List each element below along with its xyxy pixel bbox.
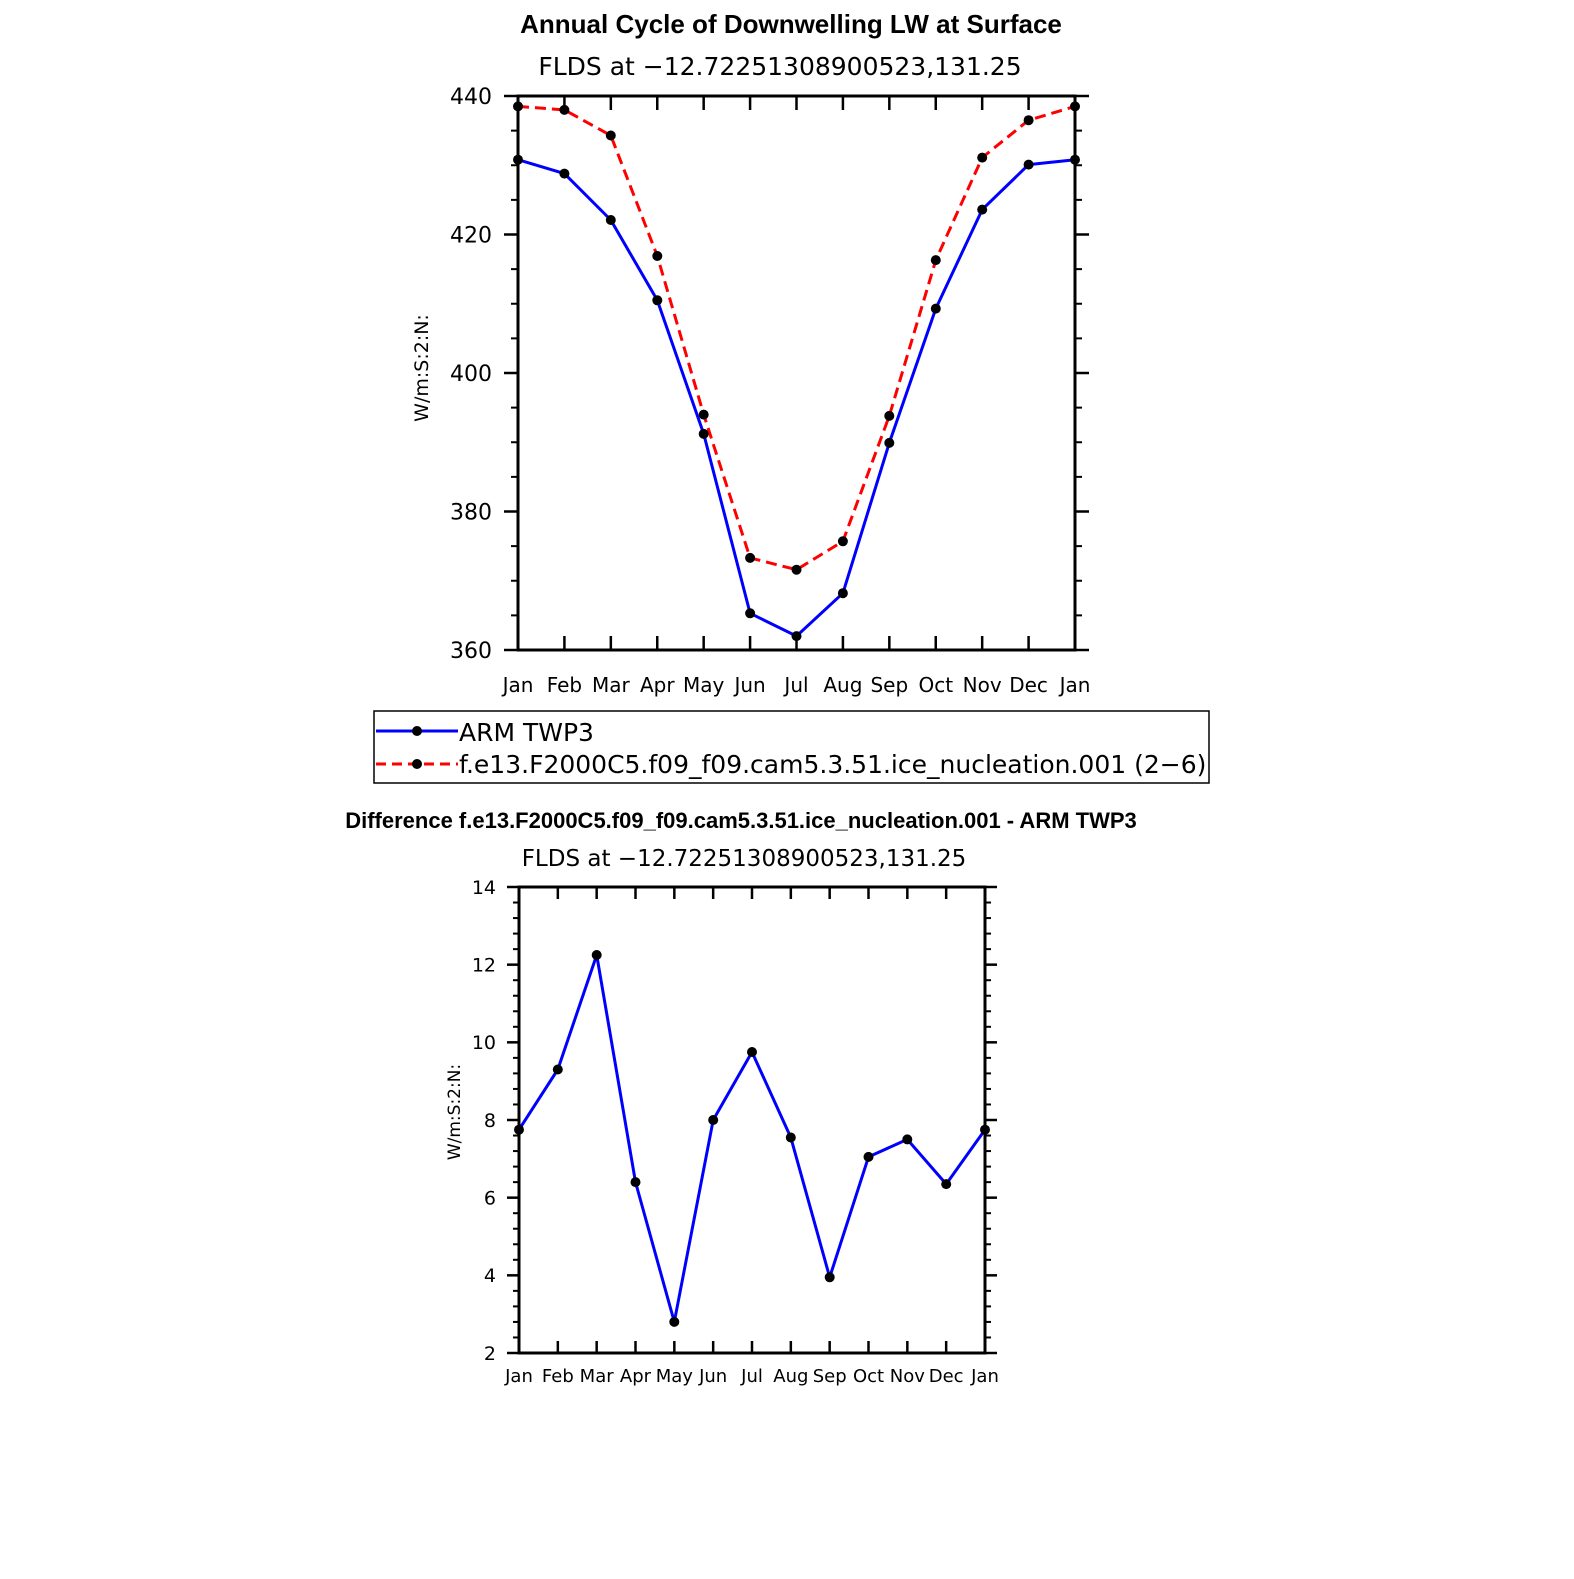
bottom-ytick-label-1: 4 — [484, 1265, 496, 1287]
bottom-xtick-label-8: Sep — [813, 1366, 847, 1387]
bottom-xtick-label-11: Dec — [929, 1366, 964, 1387]
top-series-1-point-10 — [977, 152, 988, 163]
top-ytick-label-0: 360 — [450, 639, 492, 664]
bottom-series-0-point-9 — [863, 1151, 874, 1162]
top-chart-title: Annual Cycle of Downwelling LW at Surfac… — [520, 9, 1062, 39]
bottom-series-0-point-1 — [552, 1064, 563, 1075]
bottom-ytick-label-4: 10 — [472, 1032, 496, 1054]
bottom-chart-plot: 2 4 6 8 10 12 14 Jan Feb Mar Apr May Jun Jul Aug Sep Oct… — [472, 877, 999, 1387]
top-series-1-point-8 — [884, 410, 895, 421]
bottom-xtick-label-6: Jul — [740, 1366, 763, 1387]
top-series-1-point-6 — [791, 564, 802, 575]
bottom-xtick-label-3: Apr — [620, 1366, 652, 1387]
bottom-series-0-point-6 — [747, 1047, 757, 1057]
bottom-ytick-label-6: 14 — [472, 877, 496, 899]
top-xtick-label-2: Mar — [592, 673, 631, 697]
legend-box — [373, 710, 1210, 784]
top-xtick-label-9: Oct — [918, 673, 953, 697]
bottom-series-0-point-10 — [902, 1134, 913, 1145]
top-ytick-label-1: 380 — [450, 500, 492, 525]
top-series-1-point-2 — [605, 130, 616, 141]
top-chart-subtitle: FLDS at −12.72251308900523,131.25 — [538, 52, 1021, 81]
top-series-1-point-11 — [1023, 115, 1034, 126]
bottom-chart-title: Difference f.e13.F2000C5.f09_f09.cam5.3.… — [345, 808, 1137, 833]
top-xtick-label-10: Nov — [963, 673, 1002, 697]
top-series-0-point-10 — [977, 204, 988, 215]
bottom-series-0-point-5 — [708, 1115, 719, 1125]
top-xtick-label-11: Dec — [1009, 673, 1048, 697]
top-xtick-label-1: Feb — [547, 673, 582, 697]
top-xtick-label-6: Jul — [782, 673, 808, 697]
top-ytick-label-3: 420 — [450, 223, 492, 248]
top-xtick-label-8: Sep — [870, 673, 908, 697]
bottom-series-0-point-3 — [630, 1177, 641, 1188]
top-xtick-label-4: May — [683, 673, 725, 697]
legend-label-model: f.e13.F2000C5.f09_f09.cam5.3.51.ice_nucl… — [459, 750, 1206, 779]
top-xtick-label-0: Jan — [501, 673, 534, 697]
top-xtick-label-5: Jun — [732, 673, 765, 697]
bottom-xtick-label-7: Aug — [773, 1366, 808, 1387]
top-series-0-point-7 — [837, 588, 848, 599]
bottom-xtick-label-10: Nov — [890, 1366, 925, 1387]
top-chart-ylabel: W/m:S:2:N: — [411, 314, 433, 422]
top-series-1-point-9 — [930, 255, 941, 266]
top-series-0-point-5 — [745, 608, 756, 619]
top-series-0-point-3 — [652, 295, 663, 306]
top-chart-plot: 360 380 400 420 440 Jan Feb Mar Apr May Jun Jul Aug S… — [450, 85, 1090, 697]
top-series-1-point-3 — [652, 251, 663, 261]
bottom-xtick-label-12: Jan — [970, 1366, 999, 1387]
legend-marker-model — [412, 759, 422, 769]
bottom-series-0-point-8 — [824, 1272, 835, 1283]
bottom-ytick-label-3: 8 — [484, 1110, 496, 1132]
bottom-xtick-label-5: Jun — [698, 1366, 727, 1387]
top-series-0-point-1 — [559, 168, 570, 179]
top-ytick-label-2: 400 — [450, 362, 492, 387]
legend-marker-arm — [412, 726, 422, 736]
bottom-xtick-label-9: Oct — [853, 1366, 884, 1387]
top-series-0-point-9 — [930, 303, 941, 314]
top-ytick-label-4: 440 — [450, 85, 492, 110]
bottom-xtick-label-2: Mar — [580, 1366, 615, 1387]
legend-label-arm: ARM TWP3 — [459, 718, 594, 747]
top-xtick-label-3: Apr — [640, 673, 675, 697]
top-xtick-label-7: Aug — [823, 673, 862, 697]
top-series-0-point-4 — [698, 428, 709, 439]
bottom-chart-ylabel: W/m:S:2:N: — [445, 1064, 465, 1160]
top-series-1-point-4 — [698, 409, 709, 420]
bottom-ytick-label-5: 12 — [472, 955, 496, 977]
bottom-xtick-label-4: May — [656, 1366, 694, 1387]
bottom-ytick-label-0: 2 — [484, 1343, 496, 1365]
bottom-series-0-point-4 — [669, 1316, 680, 1327]
top-series-0-point-2 — [605, 215, 616, 225]
top-series-1-point-7 — [837, 536, 848, 547]
top-xtick-label-12: Jan — [1058, 673, 1091, 697]
top-series-0-point-8 — [884, 437, 895, 448]
bottom-series-0-point-2 — [591, 950, 602, 960]
top-series-0-point-11 — [1023, 159, 1034, 170]
top-chart-legend: ARM TWP3 f.e13.F2000C5.f09_f09.cam5.3.51… — [373, 710, 1210, 784]
bottom-ytick-label-2: 6 — [484, 1188, 496, 1210]
bottom-chart-subtitle: FLDS at −12.72251308900523,131.25 — [522, 846, 967, 872]
bottom-xtick-label-0: Jan — [504, 1366, 533, 1387]
top-series-1-point-5 — [745, 552, 756, 563]
bottom-series-0-point-11 — [941, 1179, 952, 1190]
bottom-xtick-label-1: Feb — [542, 1366, 574, 1387]
bottom-series-0-point-7 — [785, 1132, 796, 1143]
